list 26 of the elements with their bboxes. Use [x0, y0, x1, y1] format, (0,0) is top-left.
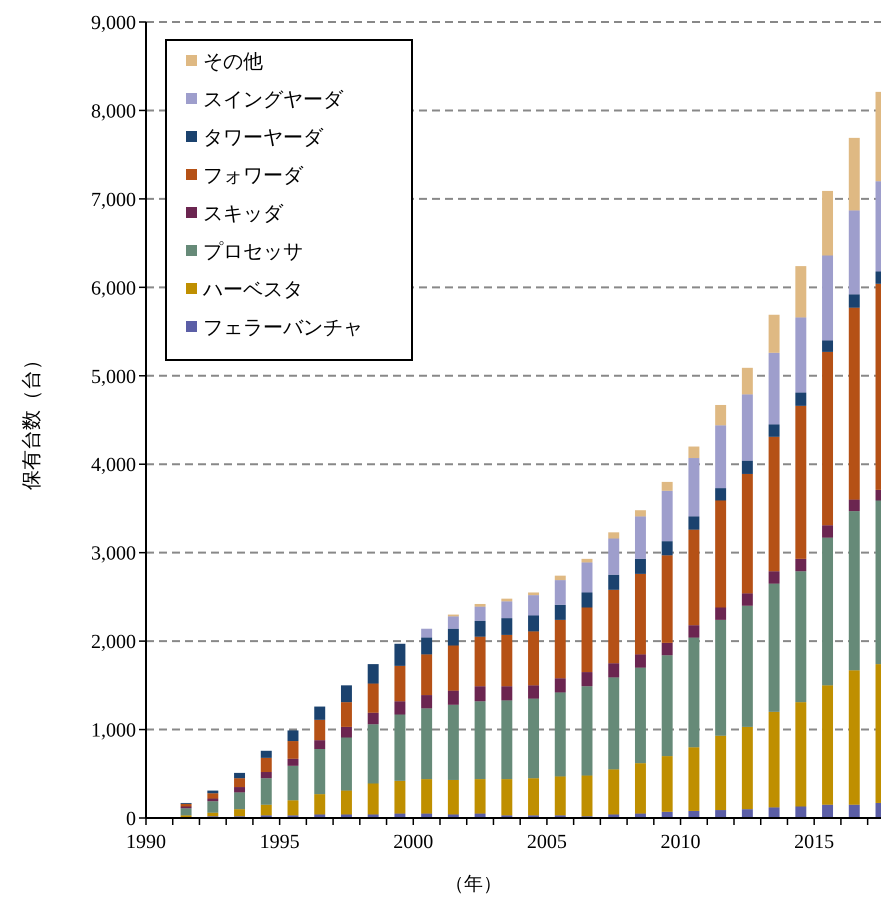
x-tick-label: 2015	[794, 831, 834, 853]
y-tick-label: 7,000	[91, 188, 136, 211]
legend-label: フェラーバンチャ	[203, 315, 363, 339]
legend-label: その他	[203, 49, 263, 73]
x-axis-title: （年）	[445, 873, 502, 895]
x-tick-label: 1995	[260, 831, 300, 853]
y-tick-label: 3,000	[91, 542, 136, 565]
y-tick-label: 9,000	[91, 12, 136, 34]
legend-label: タワーヤーダ	[203, 125, 324, 149]
legend-label: プロセッサ	[203, 239, 303, 263]
y-tick-label: 1,000	[91, 720, 136, 742]
y-tick-label: 8,000	[91, 100, 136, 122]
y-tick-label: 0	[126, 808, 136, 830]
y-tick-label: 6,000	[91, 277, 136, 300]
y-tick-label: 4,000	[91, 454, 136, 476]
legend-label: フォワーダ	[203, 163, 304, 187]
x-tick-label: 2010	[660, 831, 701, 853]
x-tick-label: 2005	[526, 831, 567, 853]
y-tick-label: 2,000	[91, 631, 136, 654]
legend-label: スイングヤーダ	[203, 87, 344, 111]
y-axis-title: 保有台数（台）	[19, 350, 43, 490]
x-tick-label: 1990	[126, 831, 166, 853]
y-tick-label: 5,000	[91, 366, 136, 388]
legend-label: スキッダ	[203, 201, 284, 225]
x-tick-label: 2000	[393, 831, 434, 853]
legend-label: ハーベスタ	[202, 277, 303, 301]
